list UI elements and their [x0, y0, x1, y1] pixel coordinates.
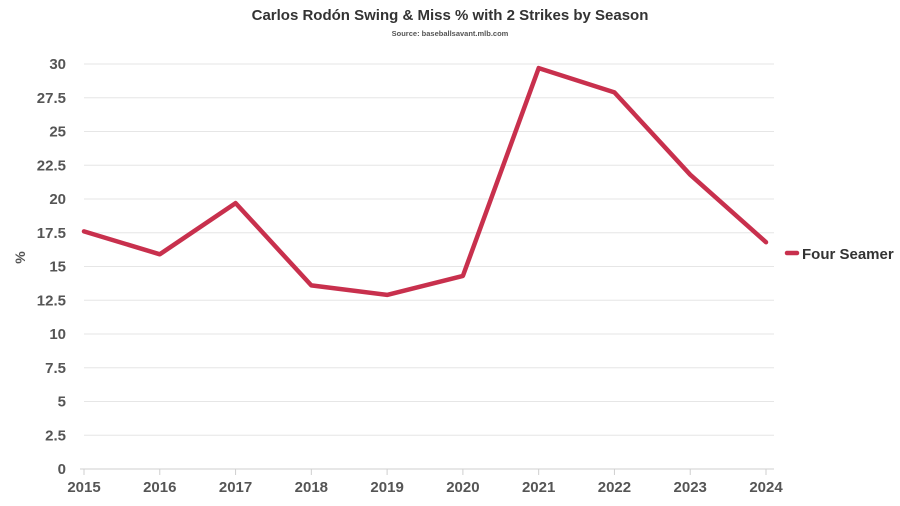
grid-lines [84, 63, 774, 436]
y-tick-label: 5 [58, 394, 66, 411]
x-tick-label: 2016 [143, 479, 176, 496]
y-tick-label: 27.5 [37, 90, 66, 107]
x-tick-label: 2018 [295, 479, 328, 496]
legend[interactable]: Four Seamer [784, 246, 894, 263]
y-tick-label: 30 [49, 56, 66, 73]
x-tick-label: 2019 [370, 479, 403, 496]
x-tick-label: 2022 [598, 479, 631, 496]
series-line-four-seamer [81, 65, 769, 298]
x-axis-ticks: 2015 2016 2017 2018 2019 2020 2021 2022 2023 2024 [67, 469, 783, 496]
y-axis-ticks: 0 2.5 5 7.5 10 12.5 15 17.5 20 22.5 25 27.5 30 [37, 56, 66, 478]
x-tick-label: 2017 [219, 479, 252, 496]
x-tick-label: 2023 [674, 479, 707, 496]
x-tick-label: 2015 [67, 479, 100, 496]
y-tick-label: 10 [49, 326, 66, 343]
y-axis-label: % [12, 251, 28, 264]
y-tick-label: 22.5 [37, 157, 66, 174]
y-tick-label: 25 [49, 124, 66, 141]
series-group [81, 65, 769, 298]
y-tick-label: 17.5 [37, 225, 66, 242]
y-tick-label: 15 [49, 259, 66, 276]
y-tick-label: 7.5 [45, 360, 66, 377]
y-tick-label: 2.5 [45, 427, 66, 444]
chart-subtitle: Source: baseballsavant.mlb.com [391, 29, 509, 38]
x-tick-label: 2020 [446, 479, 479, 496]
y-tick-label: 20 [49, 191, 66, 208]
y-tick-label: 12.5 [37, 292, 66, 309]
y-tick-label: 0 [58, 461, 66, 478]
legend-label: Four Seamer [802, 246, 894, 263]
chart-title: Carlos Rodón Swing & Miss % with 2 Strik… [251, 7, 649, 24]
x-tick-label: 2021 [522, 479, 555, 496]
x-tick-label: 2024 [749, 479, 783, 496]
